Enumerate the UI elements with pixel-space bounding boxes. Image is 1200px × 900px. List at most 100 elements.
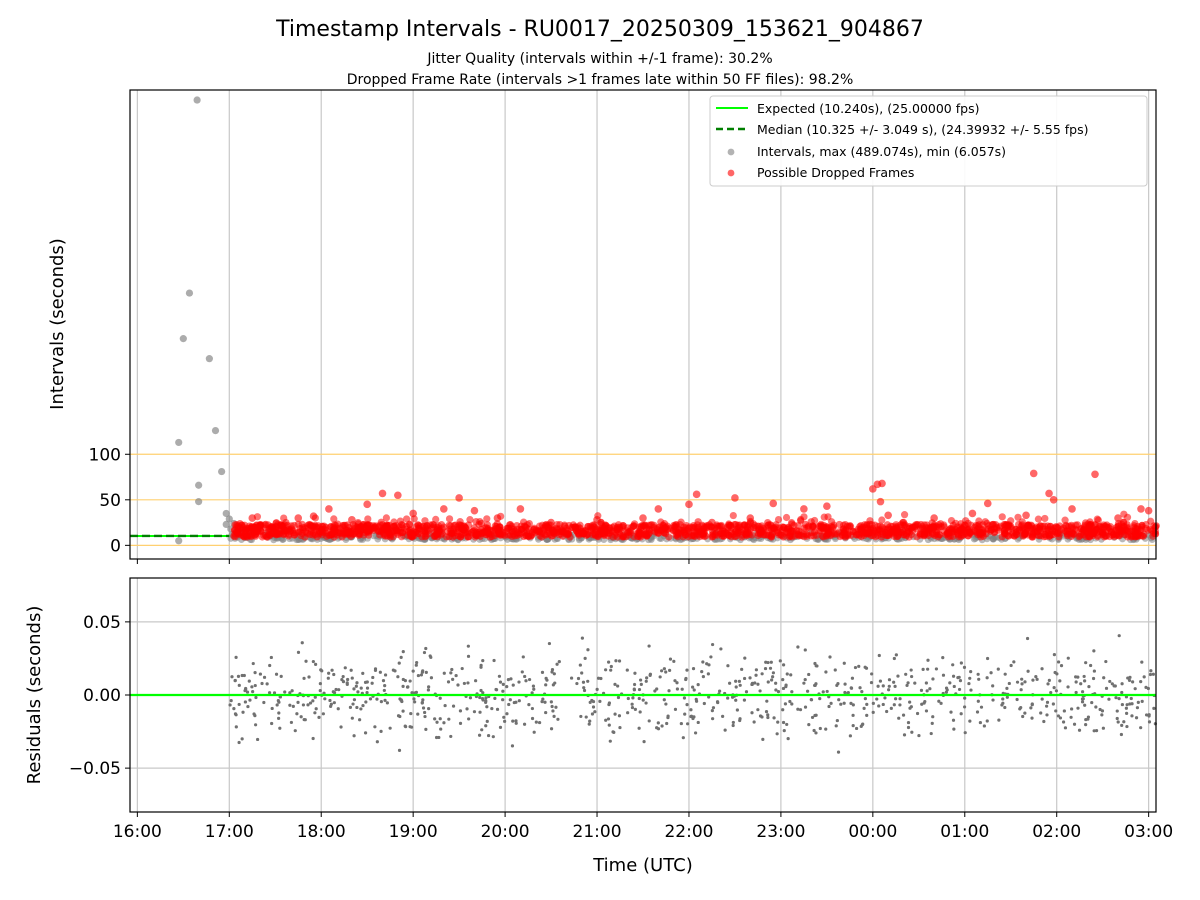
residual-point (968, 719, 972, 723)
residual-point (1015, 697, 1019, 702)
residual-point (1031, 678, 1035, 682)
residual-point (691, 667, 696, 671)
residual-point (700, 670, 704, 674)
residual-point (854, 726, 859, 731)
residual-point (766, 680, 770, 684)
residual-point (924, 681, 928, 685)
residual-point (485, 719, 489, 723)
residual-point (851, 724, 855, 728)
residual-point (590, 712, 595, 716)
residual-point (798, 708, 803, 712)
residual-point (1117, 697, 1121, 701)
residual-point (753, 681, 757, 685)
residual-point (996, 667, 1000, 671)
dropped-point-22 (731, 494, 739, 502)
residual-point (834, 724, 838, 728)
residual-point (237, 740, 241, 745)
dropped-point (1072, 526, 1080, 534)
dropped-point (239, 523, 247, 531)
residual-point (853, 665, 858, 670)
residual-point (876, 684, 880, 688)
dropped-point (688, 532, 696, 540)
residual-point (295, 712, 299, 716)
residual-point (926, 667, 930, 671)
residual-point (909, 705, 913, 709)
dropped-point (970, 527, 979, 535)
dropped-point-40 (1068, 505, 1076, 513)
residual-point (825, 689, 829, 694)
residual-point (809, 697, 813, 702)
dropped-point (1144, 526, 1152, 534)
dropped-point (677, 529, 685, 537)
residual-point (527, 702, 531, 707)
residual-point (449, 671, 453, 675)
residual-point (509, 677, 513, 681)
dropped-point (393, 527, 401, 535)
legend-intervals-swatch (727, 148, 735, 156)
residual-point (304, 659, 308, 663)
residual-point (442, 721, 446, 725)
residuals-panel: −0.05 0.00 0.05 16:00 17:00 18:00 19:00 20:00 2… (24, 577, 1173, 876)
dropped-point (738, 531, 746, 539)
residual-point (321, 712, 325, 716)
residual-point (969, 669, 973, 674)
residual-point (540, 700, 544, 704)
residual-point (1139, 680, 1143, 684)
residual-point (631, 696, 635, 700)
dropped-point (231, 533, 239, 541)
residual-point (288, 703, 292, 707)
residual-point (750, 711, 754, 715)
residual-point (314, 662, 318, 666)
residual-point (982, 724, 986, 728)
dropped-point-1 (271, 523, 280, 531)
residual-point (997, 718, 1001, 722)
residual-point (1100, 713, 1104, 717)
residual-point (429, 655, 433, 659)
residual-point (1133, 687, 1137, 691)
residual-point (328, 698, 332, 703)
residual-point (989, 671, 993, 675)
dropped-point (755, 522, 763, 530)
dropped-point-9 (409, 509, 417, 518)
residual-point (785, 672, 789, 676)
dropped-point-32 (899, 518, 908, 527)
residual-point (578, 663, 582, 667)
residual-point (409, 725, 414, 729)
dropped-point-38 (1045, 489, 1053, 498)
residual-point (812, 728, 816, 733)
residual-point (1140, 660, 1144, 664)
residual-point (288, 691, 292, 695)
residual-point (1152, 706, 1156, 711)
residual-point (871, 710, 875, 714)
dropped-point (1018, 518, 1026, 526)
residual-point (781, 678, 785, 682)
residual-point (1090, 700, 1094, 705)
residual-point (363, 680, 368, 684)
residual-point (1131, 680, 1135, 684)
residual-point (863, 665, 867, 669)
residual-point (300, 641, 304, 645)
residual-point (270, 721, 274, 726)
residual-point (851, 713, 855, 717)
dropped-point-7 (378, 489, 387, 498)
residual-point (236, 674, 241, 678)
residual-point (492, 658, 496, 663)
residual-point (576, 676, 581, 681)
residual-point (498, 680, 503, 684)
residual-point (1144, 713, 1149, 717)
residual-point (647, 719, 651, 723)
residual-point (339, 725, 343, 729)
residual-point (491, 735, 495, 739)
residual-point (617, 714, 622, 718)
residual-point (391, 668, 395, 672)
dropped-point (475, 520, 483, 529)
residual-point (805, 689, 810, 693)
residual-point (458, 709, 463, 713)
residual-point (523, 674, 527, 679)
residual-point (385, 701, 389, 705)
residual-point (991, 684, 995, 688)
chart-subtitle-dropped: Dropped Frame Rate (intervals >1 frames … (347, 72, 854, 88)
dropped-point (1041, 514, 1049, 523)
residual-point (531, 684, 536, 688)
dropped-point (348, 528, 356, 536)
